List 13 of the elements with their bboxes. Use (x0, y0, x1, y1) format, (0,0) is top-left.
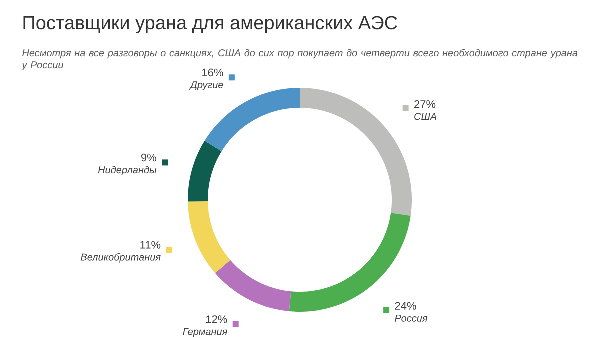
legend-label: Россия (395, 314, 428, 322)
legend-label: США (414, 113, 437, 120)
chart-title: Поставщики урана для американских АЭС (24, 16, 398, 34)
data-label: 24% (395, 302, 416, 310)
data-label: 27% (414, 100, 436, 108)
legend-label: Другие (189, 82, 224, 91)
legend-label: Великобритания (81, 253, 161, 263)
data-label: 11% (140, 241, 161, 249)
legend-label: Нидерланды (98, 166, 157, 176)
legend-label: Германия (183, 328, 228, 338)
data-label: 16% (202, 68, 224, 77)
data-label: 9% (141, 154, 156, 162)
data-label: 12% (206, 316, 228, 324)
